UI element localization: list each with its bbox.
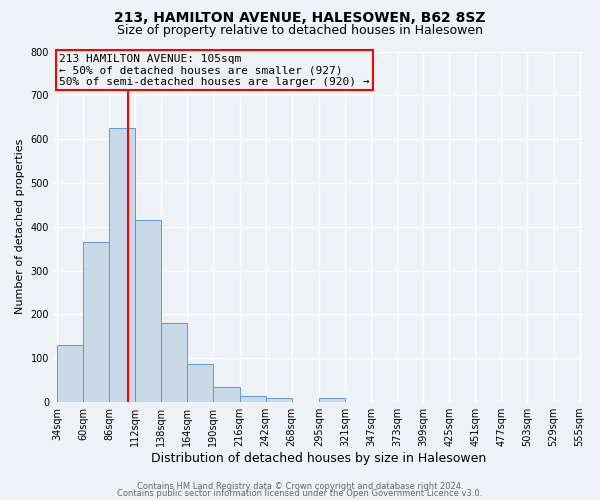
Bar	[83, 242, 109, 402]
Bar	[266, 398, 292, 402]
Bar	[214, 386, 239, 402]
Text: 213, HAMILTON AVENUE, HALESOWEN, B62 8SZ: 213, HAMILTON AVENUE, HALESOWEN, B62 8SZ	[114, 11, 486, 25]
Bar	[109, 128, 135, 402]
Bar	[161, 323, 187, 402]
X-axis label: Distribution of detached houses by size in Halesowen: Distribution of detached houses by size …	[151, 452, 486, 465]
Text: Contains HM Land Registry data © Crown copyright and database right 2024.: Contains HM Land Registry data © Crown c…	[137, 482, 463, 491]
Bar	[187, 364, 214, 402]
Bar	[239, 396, 266, 402]
Text: 213 HAMILTON AVENUE: 105sqm
← 50% of detached houses are smaller (927)
50% of se: 213 HAMILTON AVENUE: 105sqm ← 50% of det…	[59, 54, 370, 87]
Text: Contains public sector information licensed under the Open Government Licence v3: Contains public sector information licen…	[118, 488, 482, 498]
Y-axis label: Number of detached properties: Number of detached properties	[15, 139, 25, 314]
Bar	[319, 398, 345, 402]
Bar	[135, 220, 161, 402]
Text: Size of property relative to detached houses in Halesowen: Size of property relative to detached ho…	[117, 24, 483, 37]
Bar	[57, 345, 83, 402]
